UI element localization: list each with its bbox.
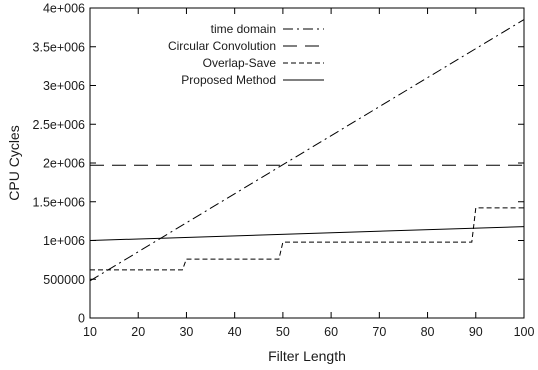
y-tick-label: 3.5e+006 (33, 40, 86, 54)
x-tick-label: 30 (179, 325, 193, 339)
y-tick-label: 1e+006 (43, 234, 85, 248)
legend-label: Circular Convolution (168, 39, 276, 53)
legend-label: Proposed Method (181, 73, 276, 87)
y-tick-label: 500000 (43, 273, 85, 287)
legend-label: Overlap-Save (203, 56, 277, 70)
series-proposed-method (89, 226, 525, 241)
plot-frame (89, 7, 525, 319)
x-tick-label: 100 (514, 325, 535, 339)
y-tick-label: 0 (78, 312, 85, 326)
x-tick-label: 40 (228, 325, 242, 339)
legend-label: time domain (211, 22, 276, 36)
x-tick-label: 60 (324, 325, 338, 339)
y-tick-label: 3e+006 (43, 79, 85, 93)
series-overlap-save (90, 207, 524, 271)
x-tick-label: 70 (372, 325, 386, 339)
y-tick-label: 4e+006 (43, 2, 85, 16)
y-tick-label: 2e+006 (43, 157, 85, 171)
x-tick-label: 10 (83, 325, 97, 339)
y-axis-label: CPU Cycles (6, 125, 22, 200)
x-tick-label: 20 (131, 325, 145, 339)
legend: time domain Circular Convolution Overlap-S… (168, 22, 324, 87)
x-tick-label: 50 (276, 325, 290, 339)
x-tick-label: 90 (469, 325, 483, 339)
y-tick-label: 2.5e+006 (33, 118, 86, 132)
x-tick-label: 80 (421, 325, 435, 339)
x-axis-label: Filter Length (268, 348, 346, 364)
series-time-domain (89, 19, 525, 282)
y-tick-label: 1.5e+006 (33, 195, 86, 209)
